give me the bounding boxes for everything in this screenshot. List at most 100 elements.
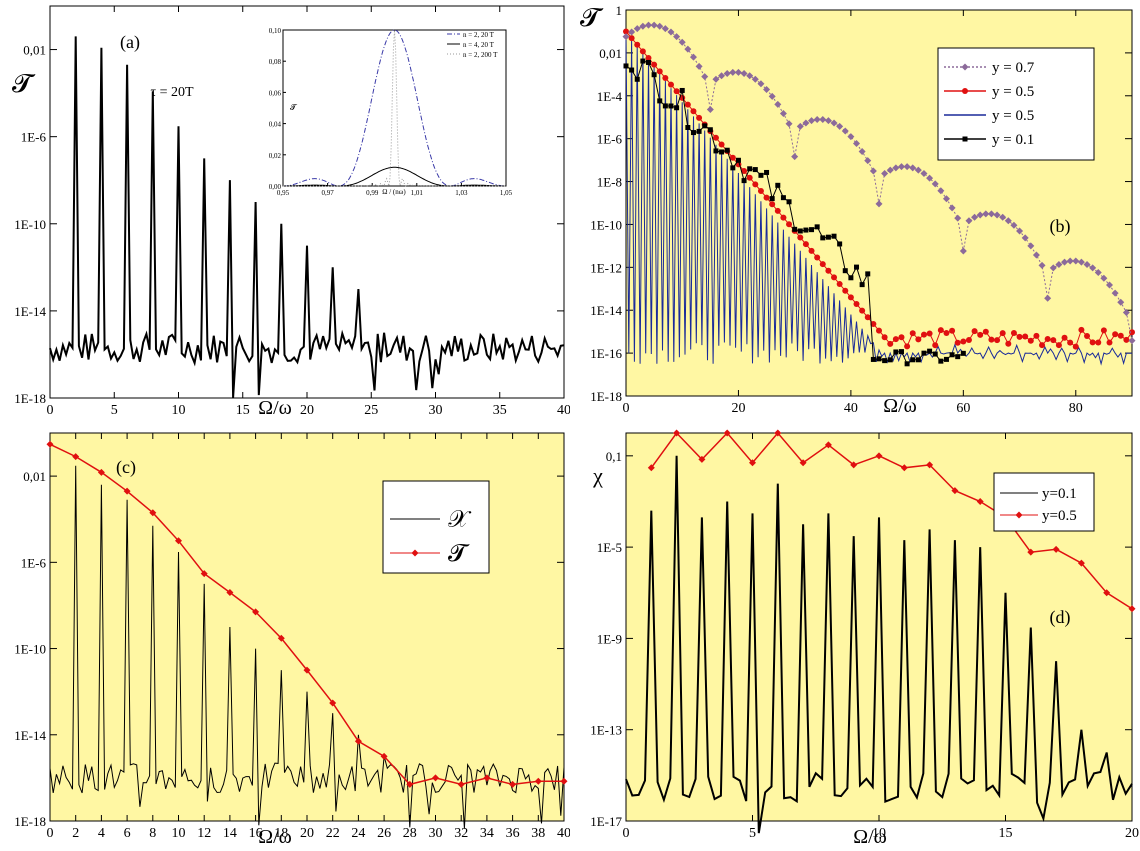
- marker-y05: [904, 343, 911, 350]
- marker-y01: [741, 178, 747, 184]
- legend-label: y = 0.5: [992, 108, 1034, 124]
- legend-marker: [962, 88, 968, 94]
- inset-plot-area: [282, 29, 507, 187]
- marker-y07: [982, 210, 990, 218]
- inset-y-tick-label: 0,02: [269, 152, 282, 160]
- marker-y05: [982, 328, 989, 335]
- marker-y07: [824, 117, 832, 125]
- marker-T: [97, 468, 105, 476]
- legend-marker: [961, 63, 969, 71]
- marker-y05: [690, 108, 697, 115]
- marker-y07: [734, 68, 742, 76]
- marker-y05: [920, 331, 927, 338]
- legend-box: [993, 472, 1095, 532]
- marker-y05: [1106, 339, 1113, 346]
- marker-y07: [976, 211, 984, 219]
- y-tick-label: 1E-10: [590, 217, 622, 232]
- marker-y05: [1112, 331, 1119, 338]
- marker-y05: [1005, 340, 1012, 347]
- marker-y01: [730, 165, 736, 171]
- series-chi: [49, 465, 565, 829]
- marker-y05: [1103, 589, 1111, 597]
- marker-y07: [1016, 227, 1024, 235]
- marker-y05: [932, 342, 939, 349]
- marker-T: [252, 608, 260, 616]
- marker-y07: [695, 62, 703, 70]
- marker-y07: [757, 80, 765, 88]
- marker-y05: [853, 301, 860, 308]
- marker-y05: [1052, 545, 1060, 553]
- legend-label: 𝒳: [448, 507, 472, 533]
- marker-y07: [796, 122, 804, 130]
- marker-y05: [954, 339, 961, 346]
- y-tick-label: 1E-4: [597, 89, 623, 104]
- chart-panel-a: 0 5 10 15 20 25 30 35 40 1E-18 1E-14 1E-10 1E-6 0,01 (…: [0, 0, 571, 423]
- marker-y01: [960, 350, 966, 356]
- marker-y01: [904, 361, 910, 367]
- marker-y05: [819, 261, 826, 268]
- marker-y01: [758, 172, 764, 178]
- marker-y07: [864, 157, 872, 165]
- marker-y07: [914, 166, 922, 174]
- marker-y07: [1089, 264, 1097, 272]
- marker-y07: [965, 217, 973, 225]
- x-tick-label: 26: [377, 826, 391, 841]
- y-tick-label: 1: [616, 3, 623, 18]
- inset-series-3: [283, 29, 506, 187]
- marker-y01: [854, 264, 860, 270]
- marker-y07: [763, 85, 771, 93]
- marker-y05: [1072, 343, 1079, 350]
- x-tick-label: 2: [72, 826, 79, 841]
- marker-y05: [887, 340, 894, 347]
- marker-y07: [881, 170, 889, 178]
- x-tick-label: 18: [274, 826, 288, 841]
- panel-label: (c): [116, 457, 136, 478]
- marker-y01: [623, 63, 629, 69]
- x-tick-label: 38: [531, 826, 545, 841]
- marker-y07: [813, 116, 821, 124]
- marker-y01: [668, 103, 674, 109]
- marker-y07: [841, 127, 849, 135]
- marker-y07: [819, 116, 827, 124]
- marker-y01: [707, 127, 713, 133]
- marker-y01: [797, 228, 803, 234]
- inset-x-tick-label: 0,97: [321, 189, 334, 197]
- y-tick-label: 1E-13: [590, 723, 622, 738]
- marker-T: [175, 537, 182, 545]
- marker-y05: [814, 254, 821, 261]
- legend-box: [382, 480, 490, 574]
- marker-y07: [942, 195, 950, 203]
- chart-svg: 0 2 4 6 8 10 12 14 16 18 20 22 24 26 28 30 32 34 36 38 401E-…: [14, 432, 571, 848]
- y-axis-label: 𝓣: [580, 3, 604, 32]
- x-axis-label: Ω/ω: [883, 395, 917, 417]
- marker-y07: [954, 214, 962, 222]
- marker-y05: [943, 329, 950, 336]
- marker-y05: [1033, 332, 1040, 339]
- marker-y01: [898, 349, 904, 355]
- x-tick-label: 40: [844, 401, 858, 416]
- marker-y07: [718, 72, 726, 80]
- marker-T: [509, 780, 517, 788]
- marker-y07: [926, 174, 934, 182]
- marker-y01: [803, 227, 809, 233]
- x-tick-label: 12: [197, 826, 211, 841]
- inset-y-tick-label: 0,06: [269, 89, 282, 97]
- marker-y01: [831, 233, 837, 239]
- x-tick-label: 30: [429, 826, 443, 841]
- marker-y05: [662, 74, 669, 81]
- panel-label: (a): [120, 32, 140, 53]
- marker-y05: [1022, 333, 1029, 340]
- marker-y01: [943, 356, 949, 362]
- y-tick-label: 1E-10: [14, 217, 46, 232]
- marker-y05: [870, 320, 877, 327]
- marker-T: [329, 699, 337, 707]
- inset-x-label: Ω / (nω): [382, 188, 406, 196]
- x-tick-label: 0: [623, 401, 630, 416]
- series-y05-blue: [625, 31, 1133, 366]
- marker-y07: [628, 28, 636, 36]
- marker-y07: [673, 33, 681, 41]
- y-tick-label: 1E-14: [14, 304, 46, 319]
- x-tick-label: 40: [557, 826, 570, 841]
- y-tick-label: 1E-18: [14, 814, 46, 829]
- marker-y05: [780, 214, 787, 221]
